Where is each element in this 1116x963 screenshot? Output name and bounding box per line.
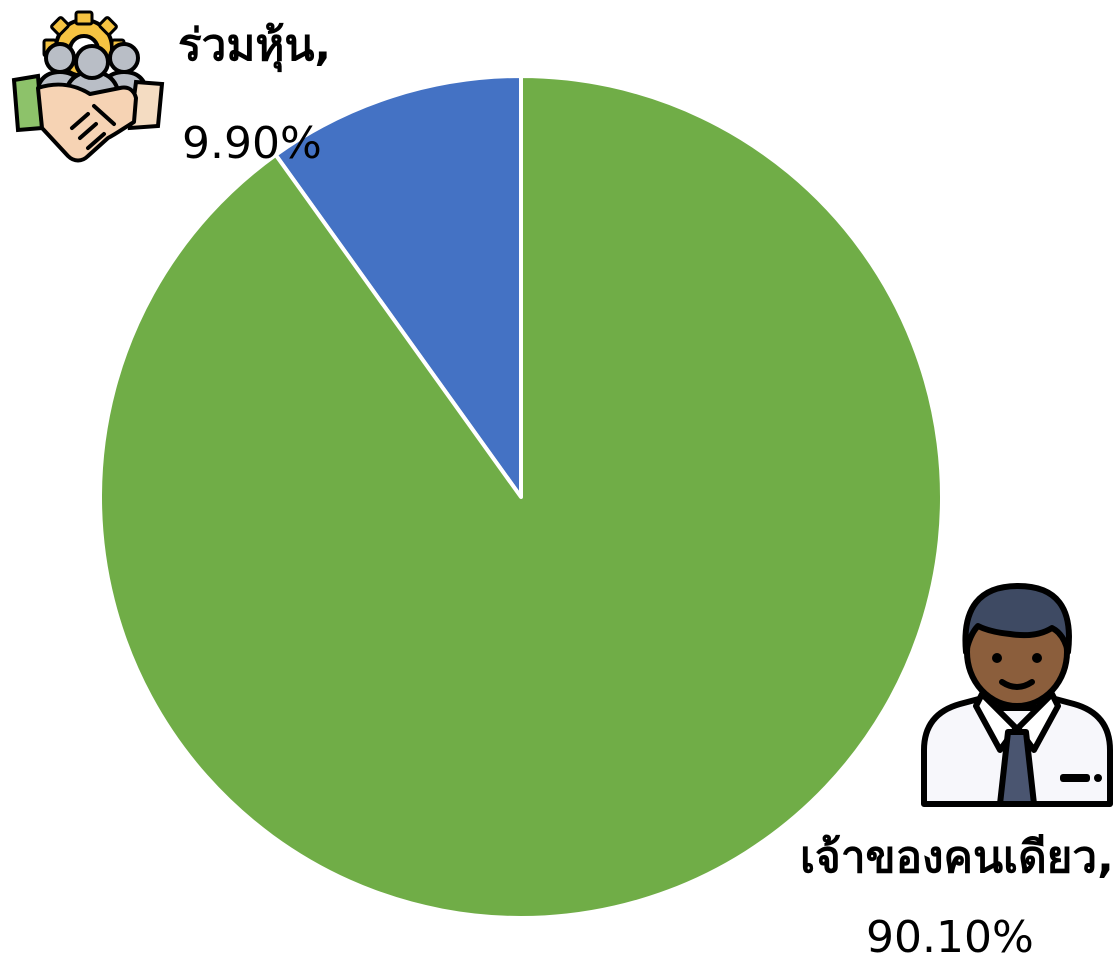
partnership-handshake-icon [11, 10, 165, 163]
slice-label-partnership: ร่วมหุ้น, [178, 20, 332, 71]
slice-value-sole-proprietor: 90.10% [866, 912, 1034, 963]
pie-slice-partnership [273, 74, 523, 499]
slice-label-sole-proprietor: เจ้าของคนเดียว, [800, 832, 1114, 883]
slice-value-partnership: 9.90% [182, 118, 322, 169]
businessman-icon [921, 583, 1113, 807]
pie-slice-sole-proprietor [98, 74, 944, 920]
pie-slices [98, 74, 944, 920]
